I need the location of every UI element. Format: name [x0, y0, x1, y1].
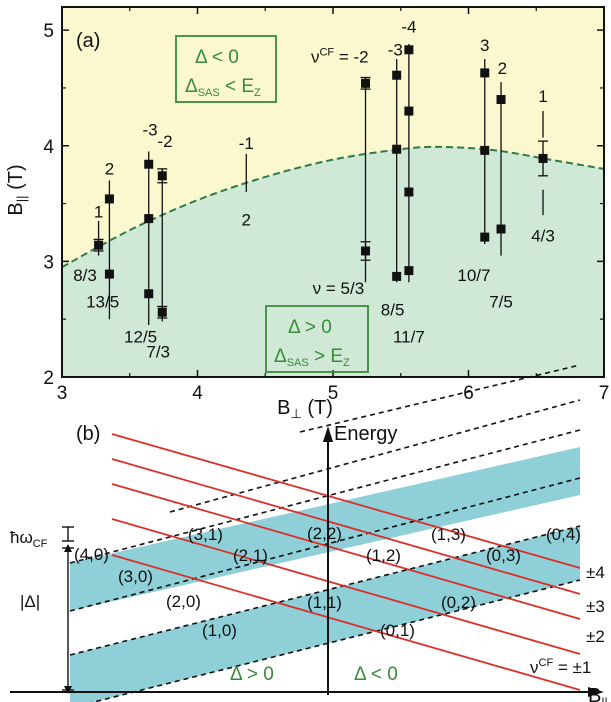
level-label: (2,0)	[166, 592, 201, 611]
data-point	[404, 266, 413, 275]
data-point	[94, 241, 103, 250]
level-label: (0,2)	[441, 593, 476, 612]
data-point	[404, 107, 413, 116]
x-axis-label: B⊥ (T)	[277, 397, 333, 421]
y-tick-label: 2	[43, 368, 54, 389]
data-point	[392, 145, 401, 154]
level-label: (1,0)	[202, 621, 237, 640]
point-label: 4/3	[531, 227, 555, 246]
right-region-label: Δ < 0	[354, 664, 398, 685]
point-label: 7/3	[146, 342, 170, 361]
level-label: (3,0)	[118, 567, 153, 586]
point-label: 11/7	[393, 327, 425, 346]
point-label: -3	[143, 120, 158, 139]
data-point	[392, 71, 401, 80]
level-label: (1,3)	[431, 525, 466, 544]
level-label: (2,2)	[307, 524, 342, 543]
point-label: 13/5	[86, 293, 119, 312]
y-tick-label: 4	[43, 137, 54, 158]
delta-label: |Δ|	[20, 592, 40, 611]
point-label: -2	[157, 132, 172, 151]
point-label: 1	[538, 87, 547, 106]
level-label: (1,1)	[307, 593, 342, 612]
data-point	[105, 194, 114, 203]
data-point	[361, 246, 370, 255]
nu-label-1: νCF = ±1	[530, 657, 591, 677]
data-point	[480, 146, 489, 155]
nu-label-4: ±4	[586, 563, 605, 582]
level-label: (2,1)	[233, 546, 268, 565]
y-tick-label: 5	[43, 21, 54, 42]
point-label: -4	[401, 17, 416, 36]
point-label: 2	[498, 59, 507, 78]
level-label: (0,4)	[546, 525, 581, 544]
upper-box-line2: ΔSAS < EZ	[185, 76, 261, 99]
nu-label-3: ±3	[586, 597, 605, 616]
data-point	[361, 79, 370, 88]
data-point	[497, 225, 506, 234]
panel-label-a: (a)	[76, 30, 100, 52]
level-label: (1,2)	[366, 546, 401, 565]
panel-label-b: (b)	[76, 423, 100, 445]
data-point	[480, 68, 489, 77]
data-point	[392, 272, 401, 281]
level-label: (0,1)	[380, 621, 415, 640]
point-label: 1	[94, 202, 103, 221]
point-label: 8/3	[73, 266, 97, 285]
point-label: 2	[105, 160, 114, 179]
left-region-label: Δ > 0	[230, 664, 274, 685]
data-point	[497, 95, 506, 104]
x-tick-label: 7	[599, 383, 610, 404]
energy-arrow	[323, 426, 333, 442]
point-label: 7/5	[489, 293, 513, 312]
data-point	[158, 171, 167, 180]
level-label: (0,3)	[486, 546, 521, 565]
b-axis-label: B||	[588, 685, 608, 702]
point-label: -1	[239, 134, 254, 153]
point-label: -3	[388, 41, 403, 60]
hbar-label: ħωCF	[10, 528, 48, 550]
data-point	[105, 270, 114, 279]
data-point	[158, 308, 167, 317]
point-label: 8/5	[381, 301, 405, 320]
data-point	[144, 160, 153, 169]
level-label: (3,1)	[188, 525, 223, 544]
lower-box-line2: ΔSAS > EZ	[274, 346, 350, 369]
x-tick-label: 3	[57, 383, 68, 404]
point-label: 3	[480, 36, 489, 55]
point-label: 2	[242, 211, 251, 230]
lower-box-line1: Δ > 0	[288, 317, 332, 338]
data-point	[144, 289, 153, 298]
y-axis-label: B|| (T)	[5, 164, 29, 215]
energy-label: Energy	[334, 423, 397, 445]
point-label: ν = 5/3	[313, 279, 365, 298]
data-point	[404, 45, 413, 54]
point-label: 10/7	[457, 266, 490, 285]
x-tick-label: 4	[192, 383, 203, 404]
upper-box-line1: Δ < 0	[195, 47, 239, 68]
level-label: (4,0)	[74, 545, 109, 564]
y-tick-label: 3	[43, 252, 54, 273]
nu-label-2: ±2	[586, 627, 605, 646]
data-point	[404, 188, 413, 197]
x-tick-label: 6	[463, 383, 474, 404]
data-point	[480, 233, 489, 242]
data-point	[539, 154, 548, 163]
data-point	[144, 214, 153, 223]
